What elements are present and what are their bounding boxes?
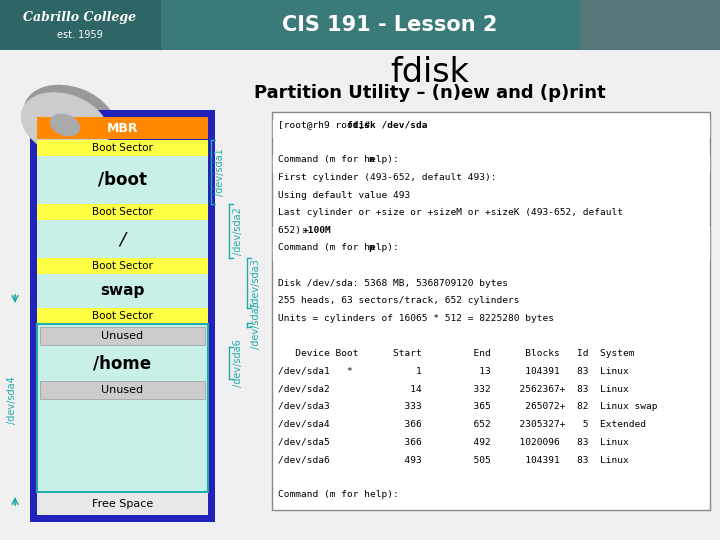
Text: n: n bbox=[368, 156, 374, 164]
Bar bbox=[37, 308, 208, 324]
Ellipse shape bbox=[24, 85, 116, 154]
Text: Command (m for help):: Command (m for help): bbox=[278, 490, 399, 500]
Text: /dev/sda1   *           1          13      104391   83  Linux: /dev/sda1 * 1 13 104391 83 Linux bbox=[278, 367, 629, 376]
Text: Unused: Unused bbox=[102, 385, 143, 395]
Bar bbox=[40, 347, 205, 379]
Bar bbox=[37, 156, 208, 204]
Text: Boot Sector: Boot Sector bbox=[92, 311, 153, 321]
Bar bbox=[37, 204, 208, 220]
Text: /dev/sda3             333         365      265072+  82  Linux swap: /dev/sda3 333 365 265072+ 82 Linux swap bbox=[278, 402, 657, 411]
Text: Command (m for help):: Command (m for help): bbox=[278, 156, 405, 164]
Text: fdisk /dev/sda: fdisk /dev/sda bbox=[347, 120, 428, 129]
Text: /dev/sda3: /dev/sda3 bbox=[251, 259, 261, 307]
Text: /: / bbox=[120, 230, 125, 248]
Bar bbox=[273, 120, 709, 137]
Text: p: p bbox=[368, 244, 374, 253]
Text: CIS 191 - Lesson 2: CIS 191 - Lesson 2 bbox=[282, 15, 498, 35]
Text: Boot Sector: Boot Sector bbox=[92, 261, 153, 271]
Text: Unused: Unused bbox=[102, 331, 143, 341]
Text: Partition Utility – (n)ew and (p)rint: Partition Utility – (n)ew and (p)rint bbox=[254, 84, 606, 102]
Ellipse shape bbox=[50, 114, 79, 136]
Text: /dev/sda2              14         332     2562367+  83  Linux: /dev/sda2 14 332 2562367+ 83 Linux bbox=[278, 384, 629, 394]
Bar bbox=[273, 156, 709, 172]
Bar bbox=[37, 324, 208, 492]
Ellipse shape bbox=[22, 93, 109, 157]
Bar bbox=[273, 226, 709, 242]
Bar bbox=[40, 381, 205, 399]
Text: First cylinder (493-652, default 493):: First cylinder (493-652, default 493): bbox=[278, 173, 497, 182]
Text: /dev/sda6             493         505      104391   83  Linux: /dev/sda6 493 505 104391 83 Linux bbox=[278, 455, 629, 464]
Bar bbox=[30, 110, 215, 522]
Text: 255 heads, 63 sectors/track, 652 cylinders: 255 heads, 63 sectors/track, 652 cylinde… bbox=[278, 296, 520, 305]
Text: +100M: +100M bbox=[302, 226, 331, 235]
Text: Command (m for help):: Command (m for help): bbox=[278, 244, 405, 253]
Bar bbox=[37, 140, 208, 156]
Bar bbox=[40, 401, 205, 491]
Text: /dev/sda4             366         652     2305327+   5  Extended: /dev/sda4 366 652 2305327+ 5 Extended bbox=[278, 420, 646, 429]
Text: est. 1959: est. 1959 bbox=[57, 30, 103, 40]
Text: [root@rh9 root]#: [root@rh9 root]# bbox=[278, 120, 376, 129]
Text: 652): +100M: 652): +100M bbox=[278, 226, 341, 235]
Text: MBR: MBR bbox=[107, 122, 138, 134]
Text: Disk /dev/sda: 5368 MB, 5368709120 bytes: Disk /dev/sda: 5368 MB, 5368709120 bytes bbox=[278, 279, 508, 288]
Text: Free Space: Free Space bbox=[92, 499, 153, 509]
Text: Device Boot      Start         End      Blocks   Id  System: Device Boot Start End Blocks Id System bbox=[278, 349, 634, 358]
Text: Last cylinder or +size or +sizeM or +sizeK (493-652, default: Last cylinder or +size or +sizeM or +siz… bbox=[278, 208, 623, 217]
Bar bbox=[272, 112, 710, 510]
Bar bbox=[40, 327, 205, 345]
Text: /boot: /boot bbox=[98, 171, 147, 189]
Bar bbox=[37, 274, 208, 308]
Text: Using default value 493: Using default value 493 bbox=[278, 191, 410, 200]
Text: Cabrillo College: Cabrillo College bbox=[24, 11, 137, 24]
Text: 652):: 652): bbox=[278, 226, 312, 235]
Bar bbox=[37, 117, 208, 139]
Text: /dev/sda5: /dev/sda5 bbox=[251, 301, 261, 349]
Text: /dev/sda1: /dev/sda1 bbox=[215, 148, 225, 196]
Text: /home: /home bbox=[94, 354, 152, 372]
Text: /dev/sda5             366         492     1020096   83  Linux: /dev/sda5 366 492 1020096 83 Linux bbox=[278, 437, 629, 447]
Bar bbox=[37, 258, 208, 274]
Bar bbox=[0, 0, 160, 50]
Bar bbox=[580, 0, 720, 50]
Text: /dev/sda2: /dev/sda2 bbox=[233, 207, 243, 255]
Text: Command (m for help): n: Command (m for help): n bbox=[278, 156, 410, 164]
Text: /dev/sda6: /dev/sda6 bbox=[233, 339, 243, 387]
Text: Boot Sector: Boot Sector bbox=[92, 143, 153, 153]
Text: Command (m for help): p: Command (m for help): p bbox=[278, 244, 410, 253]
Bar bbox=[37, 220, 208, 258]
Text: Units = cylinders of 16065 * 512 = 8225280 bytes: Units = cylinders of 16065 * 512 = 82252… bbox=[278, 314, 554, 323]
Text: swap: swap bbox=[100, 284, 145, 299]
Text: /dev/sda4: /dev/sda4 bbox=[7, 376, 17, 424]
Text: fdisk: fdisk bbox=[390, 56, 469, 89]
Bar bbox=[37, 493, 208, 515]
Text: Boot Sector: Boot Sector bbox=[92, 207, 153, 217]
Text: [root@rh9 root]# fdisk /dev/sda: [root@rh9 root]# fdisk /dev/sda bbox=[278, 120, 456, 129]
Bar bbox=[273, 244, 709, 260]
